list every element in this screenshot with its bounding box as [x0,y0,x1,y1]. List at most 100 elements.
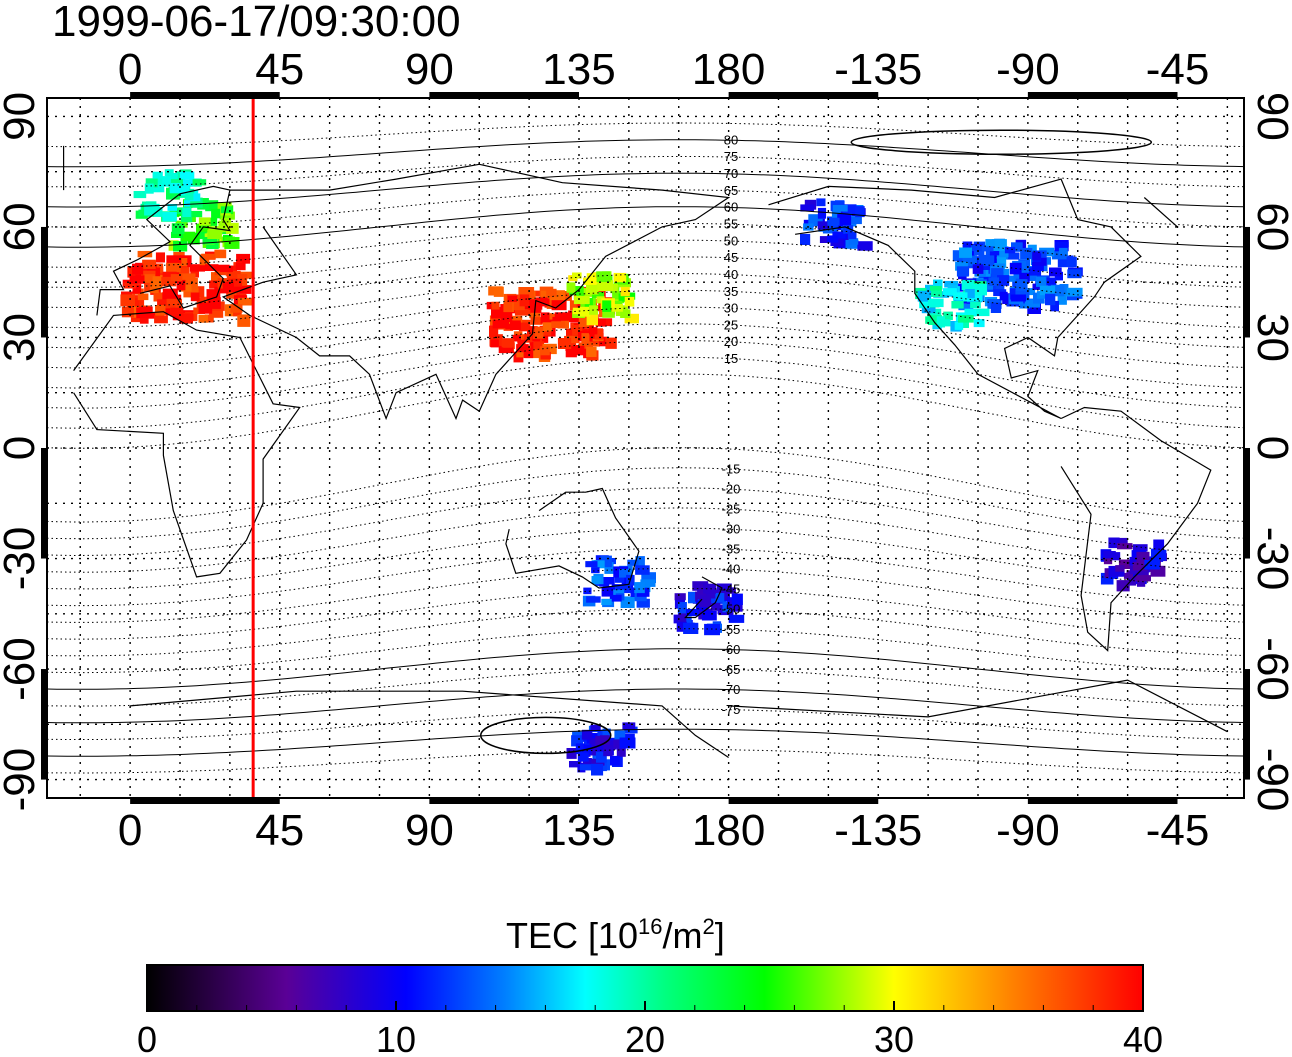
colorbar-tick-label: 10 [376,1019,416,1057]
tec-data-cell [187,210,203,218]
tec-data-cell [205,200,219,212]
tec-data-cell [1011,242,1023,252]
tec-data-cell [523,348,534,359]
contour-value-label: -20 [722,482,741,497]
tec-data-cell [981,281,993,290]
tec-data-cell [144,280,153,293]
colorbar-title: TEC [1016/m2] [506,914,725,956]
colorbar-tick-label: 30 [874,1019,914,1057]
tec-data-cell [991,268,1004,280]
tec-data-cell [516,344,529,353]
left-frame-bar [41,226,47,338]
tec-data-cell [152,171,163,179]
right-frame-bar [1244,448,1250,559]
tec-data-cell [149,283,159,294]
tec-data-cell [237,274,248,286]
tec-data-cell [944,280,959,288]
tec-data-cell [955,261,969,271]
coastline-outline [96,185,232,316]
tec-data-cell [154,315,168,324]
tec-data-cell [121,306,134,318]
tec-data-cell [583,277,597,285]
tec-data-cell [961,279,975,291]
tec-data-cell [204,314,214,323]
tec-data-cell [507,295,517,302]
tec-data-cell [817,207,827,219]
tec-data-cell [602,311,615,318]
tec-data-cell [837,214,852,226]
tec-data-cell [581,729,593,740]
left-lat-tick-label: -30 [0,527,44,591]
contour-line [47,648,1244,690]
tec-data-cell [540,351,551,360]
tec-data-cell [586,314,598,326]
tec-data-cell [1115,565,1125,572]
tec-data-cell [592,743,605,755]
left-frame-bar [41,448,47,559]
tec-data-cell [599,579,610,587]
tec-data-cell [800,204,814,212]
top-lon-tick-label: 90 [405,45,454,94]
tec-data-cell [162,288,178,296]
tec-data-cell [634,582,645,594]
tec-data-cell [180,273,196,283]
tec-data-cell [206,289,221,300]
tec-data-cell [1027,244,1037,253]
contour-line [47,507,1244,573]
tec-data-cell [179,186,190,196]
tec-data-cell [972,283,987,296]
colorbar-tick-label: 0 [137,1019,157,1057]
tec-data-cell [1135,575,1151,582]
tec-data-cell [581,333,590,343]
coastline-outline [1060,406,1212,652]
coastline-outline [130,679,1228,758]
tec-data-cell [965,289,975,299]
tec-data-cell [703,583,716,594]
left-lat-tick-label: -60 [0,637,44,701]
tec-data-cell [166,262,181,273]
tec-data-cell [591,763,604,776]
tec-data-cell [832,231,846,240]
tec-data-cell [228,278,243,287]
bottom-frame-bar [728,798,879,804]
tec-data-cell [1132,544,1148,552]
tec-data-cell [933,279,942,286]
tec-data-cell [706,589,720,599]
map-plot-area [47,98,1244,798]
tec-data-cell [715,593,725,602]
tec-data-cell [624,313,639,324]
tec-data-cell [819,236,830,243]
tec-data-cell [990,302,1002,313]
tec-data-cell [677,614,687,625]
tec-data-cell [162,176,171,187]
tec-data-cell [929,285,942,293]
tec-data-cell [1118,559,1131,569]
tec-data-cell [1027,302,1041,314]
tec-data-cell [219,211,235,220]
tec-data-cell [583,587,592,595]
contour-value-label: 80 [724,132,738,147]
tec-data-cell [996,246,1009,258]
tec-data-cell [565,335,580,344]
tec-data-cell [179,171,195,180]
tec-data-cell [1057,255,1074,268]
bottom-lon-tick-label: 90 [405,806,454,855]
tec-data-cell [575,743,585,755]
tec-data-cell [152,276,163,288]
tec-data-cell [216,264,230,272]
contour-line [47,339,1244,409]
tec-data-cell [551,321,565,328]
tec-data-cell [1108,537,1120,549]
tec-data-cell [557,338,572,349]
colorbar-tick-label: 20 [625,1019,665,1057]
contour-line [47,748,1244,774]
tec-data-cell [207,297,221,309]
tec-data-cell [157,299,170,307]
coastline-outline [684,576,723,619]
tec-data-cell [546,288,557,297]
tec-data-cell [230,304,243,313]
tec-data-cell [1066,287,1083,297]
contour-line [47,668,1244,707]
contour-value-label: -35 [722,542,741,557]
coastline-outline [63,145,1178,228]
